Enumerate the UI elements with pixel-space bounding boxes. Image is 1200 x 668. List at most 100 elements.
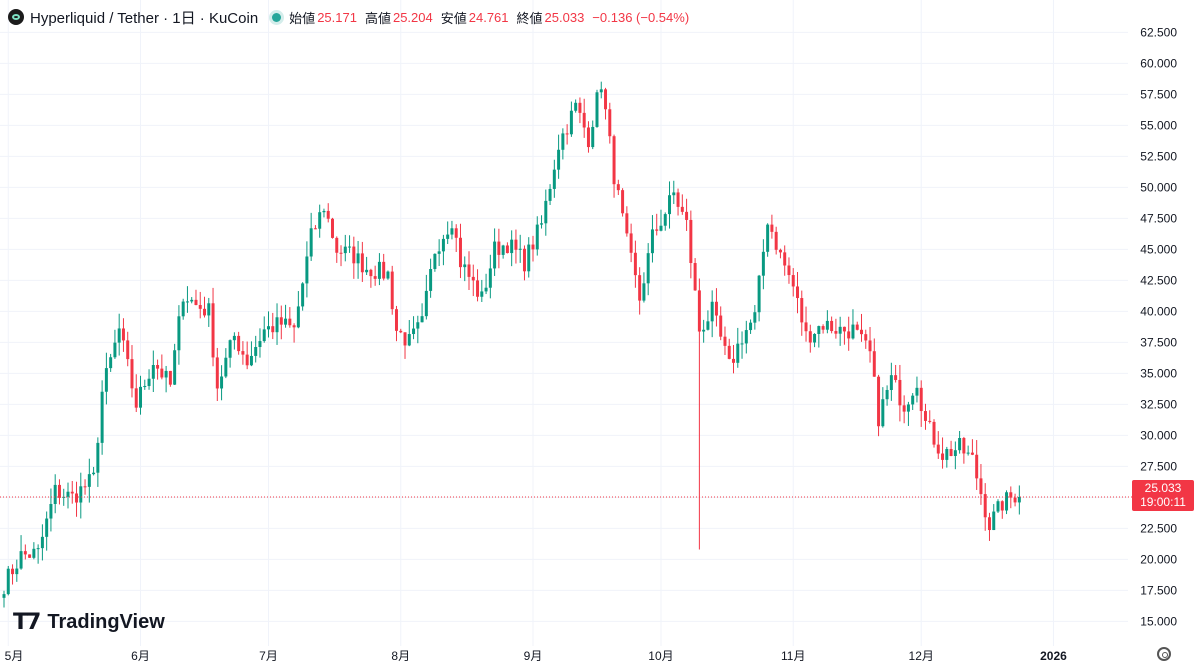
- y-tick-label: 60.000: [1140, 56, 1177, 70]
- candle-body: [842, 326, 846, 332]
- candle-body: [548, 188, 552, 201]
- open-value: 25.171: [317, 9, 357, 25]
- candle-body: [531, 244, 535, 250]
- candle-body: [390, 271, 394, 310]
- candle-body: [267, 326, 270, 330]
- candle-body: [727, 345, 731, 359]
- candle-body: [181, 301, 185, 317]
- candle-body: [501, 245, 505, 255]
- candle-body: [668, 195, 672, 215]
- y-tick-label: 15.000: [1140, 614, 1177, 628]
- candle-body: [975, 454, 979, 479]
- grid-lines: [0, 0, 1128, 646]
- candle-body: [774, 231, 778, 250]
- candle-body: [271, 326, 275, 333]
- candle-body: [394, 309, 398, 331]
- candle-body: [1005, 492, 1009, 511]
- candle-body: [164, 370, 168, 378]
- candle-body: [441, 238, 445, 252]
- candle-body: [352, 246, 356, 264]
- candle-body: [369, 269, 373, 277]
- candle-body: [787, 265, 791, 276]
- candle-body: [403, 332, 407, 346]
- candle-body: [228, 340, 232, 358]
- candle-body: [732, 358, 736, 363]
- candle-body: [292, 325, 296, 328]
- candle-body: [663, 214, 667, 226]
- candle-body: [57, 484, 61, 498]
- candle-body: [838, 326, 842, 334]
- y-tick-label: 62.500: [1140, 25, 1177, 39]
- candle-body: [702, 329, 706, 332]
- time-axis[interactable]: 5月 6月 7月 8月 9月 10月 11月 12月 2026: [5, 649, 1067, 663]
- tradingview-logo[interactable]: T7 TradingView: [13, 610, 165, 635]
- symbol-title[interactable]: Hyperliquid / Tether · 1日 · KuCoin: [30, 9, 259, 27]
- candle-body: [693, 263, 697, 291]
- candle-body: [113, 342, 117, 358]
- candle-body: [2, 594, 6, 598]
- candle-body: [723, 336, 727, 346]
- candle-body: [262, 329, 266, 342]
- change-value: −0.136 (−0.54%): [592, 9, 690, 25]
- candle-body: [190, 299, 194, 302]
- candle-body: [424, 290, 428, 317]
- candle-body: [859, 329, 863, 335]
- candle-body: [49, 504, 53, 519]
- x-tick-label: 6月: [131, 649, 150, 663]
- candle-body: [847, 331, 851, 339]
- candle-body: [744, 330, 748, 344]
- candle-body: [872, 351, 876, 377]
- candle-body: [578, 102, 582, 113]
- candle-body: [932, 421, 936, 445]
- candle-body: [437, 251, 441, 254]
- y-tick-label: 42.500: [1140, 273, 1177, 287]
- candle-body: [851, 324, 855, 339]
- candle-body: [557, 149, 561, 170]
- high-value: 25.204: [392, 9, 433, 25]
- candle-body: [476, 280, 480, 297]
- candle-body: [595, 92, 599, 127]
- candle-body: [987, 517, 991, 531]
- candle-body: [800, 298, 804, 323]
- candle-body: [834, 331, 838, 334]
- candle-body: [778, 249, 782, 253]
- candle-body: [544, 200, 548, 224]
- candle-body: [305, 256, 309, 284]
- y-tick-label: 52.500: [1140, 149, 1177, 163]
- candle-body: [936, 444, 940, 454]
- candle-body: [237, 335, 241, 352]
- candle-body: [740, 343, 744, 345]
- candle-body: [574, 102, 578, 111]
- candle-body: [313, 228, 317, 230]
- candle-body: [471, 276, 475, 281]
- candle-body: [612, 136, 616, 185]
- candle-body: [770, 224, 774, 232]
- candle-body: [821, 326, 825, 330]
- candle-body: [510, 239, 514, 254]
- x-tick-label: 2026: [1040, 649, 1067, 663]
- candle-body: [979, 478, 983, 495]
- last-price-tag: 25.033 19:00:11: [1132, 480, 1194, 511]
- candle-body: [365, 269, 369, 273]
- x-tick-label: 8月: [391, 649, 410, 663]
- candle-body: [804, 322, 808, 332]
- candle-body: [66, 491, 70, 497]
- candle-body: [604, 89, 608, 110]
- candle-body: [75, 493, 79, 503]
- candle-body: [454, 228, 458, 238]
- candle-body: [198, 305, 202, 309]
- candle-body: [749, 322, 753, 331]
- gear-icon[interactable]: [1157, 647, 1171, 661]
- candle-body: [458, 237, 462, 268]
- candle-body: [625, 213, 629, 234]
- price-axis[interactable]: 62.500 60.000 57.500 55.000 52.500 50.000 47.5…: [1140, 25, 1177, 628]
- y-tick-label: 45.000: [1140, 242, 1177, 256]
- candle-body: [761, 251, 765, 276]
- candle-body: [382, 261, 386, 279]
- candle-body: [484, 287, 488, 292]
- candle-body: [923, 411, 927, 421]
- candle-body: [194, 299, 198, 306]
- candle-body: [147, 378, 151, 387]
- candle-body: [868, 340, 872, 352]
